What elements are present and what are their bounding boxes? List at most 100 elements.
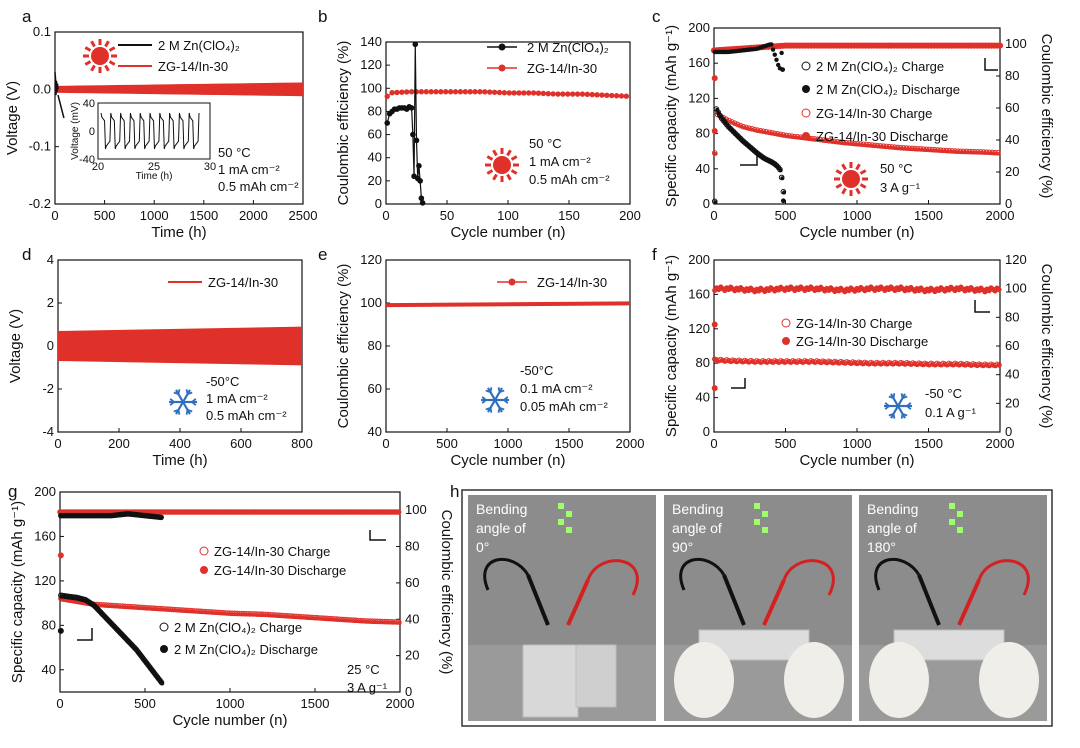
chart-d: 0 200 400 600 800 -4 -2 0 2 4 Time (h) Voltage (V) Z…	[7, 252, 313, 469]
x-tick-label: 500	[436, 436, 458, 451]
x-axis-label: Cycle number (n)	[799, 452, 914, 469]
sun-disc	[493, 156, 511, 174]
sun-ray	[108, 46, 116, 52]
y-tick-label: 200	[688, 252, 710, 267]
y-right-axis-label: Coulombic efficiency (%)	[1038, 264, 1055, 429]
data-point	[417, 178, 423, 184]
data-point	[530, 90, 537, 96]
data-point	[545, 90, 551, 97]
x-tick-label: 1000	[494, 436, 523, 451]
snowflake-arm	[494, 387, 503, 401]
y-tick-label: 120	[688, 321, 710, 336]
red-clip	[566, 579, 590, 626]
condition-text: 0.5 mAh cm⁻²	[529, 172, 610, 187]
sun-ray	[108, 60, 116, 66]
y-right-axis-label: Coulombic efficiency (%)	[1038, 34, 1055, 199]
snowflake-branch	[503, 396, 509, 401]
data-point	[496, 89, 503, 96]
condition-text: 3 A g⁻¹	[347, 680, 388, 695]
data-point	[462, 89, 468, 95]
x-tick-label: 0	[382, 436, 389, 451]
snowflake-arm	[487, 387, 496, 401]
legend-label: 2 M Zn(ClO₄)₂	[158, 38, 240, 53]
data-point	[711, 385, 718, 392]
black-wire	[483, 558, 530, 591]
y-right-tick-label: 0	[1005, 196, 1012, 211]
data-point	[389, 90, 395, 96]
data-point	[711, 75, 718, 82]
data-point	[472, 89, 478, 95]
data-point	[997, 151, 1001, 156]
red-wire	[977, 559, 1030, 596]
sun-ray	[506, 173, 512, 181]
y-tick-label: 0.0	[33, 81, 51, 96]
sun-disc	[842, 170, 860, 188]
chart-a: 0 500 1000 1500 2000 2500 -0.2 -0.1 0.0 0.1 Time (…	[4, 24, 317, 241]
photo-0: Bending angle of 0°	[468, 495, 656, 721]
data-point	[782, 190, 787, 195]
led-icon	[762, 527, 768, 533]
snowflake-branch	[499, 406, 505, 411]
data-point	[408, 89, 415, 95]
sun-ray	[84, 60, 92, 66]
panel-label-e: e	[318, 245, 327, 264]
black-wire	[874, 558, 921, 591]
series-line-zg	[385, 301, 631, 308]
data-point	[613, 93, 620, 99]
condition-text: 50 °C	[218, 145, 251, 160]
y-tick-label: 40	[696, 390, 710, 405]
y-right-tick-label: 100	[1005, 36, 1027, 51]
legend-marker	[801, 61, 811, 71]
y-tick-label: 40	[696, 161, 710, 176]
inset-x-tick-label: 20	[92, 161, 104, 173]
data-point	[416, 163, 422, 169]
legend-marker	[200, 566, 208, 574]
data-point	[160, 681, 165, 686]
data-point	[418, 89, 425, 95]
snowflake-arm	[494, 399, 503, 413]
legend-marker	[508, 278, 516, 286]
data-point	[477, 89, 483, 95]
series-band-zg	[58, 326, 302, 366]
snowflake-arm	[175, 401, 184, 415]
inset-y-tick-label: 0	[89, 126, 95, 138]
snowflake-branch	[481, 399, 487, 404]
black-clip	[526, 574, 550, 626]
data-point	[594, 92, 600, 98]
data-point	[589, 91, 595, 98]
x-tick-label: 200	[619, 208, 641, 223]
legend-label: 2 M Zn(ClO₄)₂ Discharge	[816, 82, 960, 97]
inset-y-tick-label: 40	[83, 98, 95, 110]
x-tick-label: 0	[56, 696, 63, 711]
inset-y-label: Voltage (mV)	[70, 102, 81, 160]
legend-label: ZG-14/In-30 Charge	[214, 544, 330, 559]
legend-marker	[159, 622, 169, 632]
data-point	[57, 552, 64, 559]
legend-label: ZG-14/In-30	[158, 59, 228, 74]
y-tick-label: 80	[42, 617, 56, 632]
sun-icon	[834, 162, 868, 196]
led-icon	[558, 503, 564, 509]
data-point	[399, 89, 405, 95]
y-tick-label: 0	[47, 338, 54, 353]
left-axis-arrow	[731, 378, 746, 389]
x-tick-label: 1000	[140, 208, 169, 223]
data-point	[506, 90, 512, 96]
snowflake-branch	[169, 401, 175, 406]
data-point	[404, 89, 410, 95]
led-icon	[754, 519, 760, 525]
condition-text: 1 mA cm⁻²	[206, 391, 268, 406]
led-icon	[949, 519, 955, 525]
photo-2: Bending angle of 180°	[859, 495, 1047, 721]
data-point	[398, 621, 402, 625]
legend-label: ZG-14/In-30	[537, 275, 607, 290]
legend-label: ZG-14/In-30	[527, 61, 597, 76]
y-tick-label: 40	[368, 150, 382, 165]
red-clip	[957, 579, 981, 626]
x-tick-label: 0	[54, 436, 61, 451]
data-point	[408, 105, 415, 111]
snowflake-icon	[481, 387, 509, 413]
sun-ray	[90, 40, 96, 48]
